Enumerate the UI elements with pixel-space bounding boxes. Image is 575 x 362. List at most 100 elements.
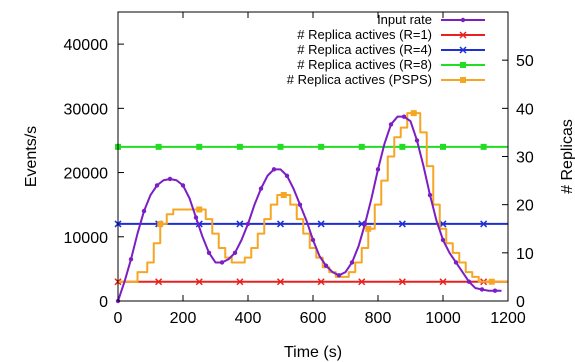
series-point xyxy=(180,183,186,188)
series-point xyxy=(492,288,498,293)
series-point xyxy=(195,278,203,286)
series-point xyxy=(196,206,203,213)
legend-label: # Replica actives (R=1) xyxy=(297,27,432,42)
series-point xyxy=(276,220,285,228)
y-left-tick-label: 10000 xyxy=(64,230,109,247)
y-left-tick-label: 0 xyxy=(99,294,108,311)
series-0 xyxy=(115,114,502,304)
x-tick-label: 1000 xyxy=(425,310,461,327)
series-line xyxy=(118,112,508,283)
y-right-tick-label: 40 xyxy=(516,101,534,118)
series-4 xyxy=(118,110,508,285)
series-point xyxy=(219,260,225,265)
legend-item: Input rate xyxy=(377,12,485,27)
y-left-tick-label: 30000 xyxy=(64,101,109,118)
series-point xyxy=(232,250,238,256)
series-point xyxy=(318,143,325,150)
series-point xyxy=(388,122,394,127)
series-point xyxy=(479,287,485,292)
series-point xyxy=(414,138,420,143)
legend-label: # Replica actives (PSPS) xyxy=(287,72,432,87)
x-tick-label: 200 xyxy=(170,310,197,327)
series-point xyxy=(488,278,495,285)
series-point xyxy=(128,257,134,262)
series-point xyxy=(336,273,342,278)
series-point xyxy=(440,237,446,243)
legend-item: # Replica actives (R=1) xyxy=(297,27,485,42)
legend-marker xyxy=(459,31,467,39)
series-point xyxy=(317,278,325,286)
y-left-axis-label: Events/s xyxy=(23,126,40,187)
series-point xyxy=(401,114,407,119)
plot-lines xyxy=(114,110,508,304)
y-right-tick-label: 50 xyxy=(516,53,534,70)
legend-label: # Replica actives (R=4) xyxy=(297,42,432,57)
series-point xyxy=(439,220,447,228)
series-point xyxy=(196,143,203,150)
y-right-tick-label: 10 xyxy=(516,246,534,263)
series-point xyxy=(236,220,244,228)
series-point xyxy=(398,220,406,228)
series-point xyxy=(236,278,244,286)
series-point xyxy=(258,186,264,191)
legend-marker xyxy=(460,17,466,23)
series-point xyxy=(310,237,316,243)
series-point xyxy=(453,260,459,265)
legend-item: # Replica actives (PSPS) xyxy=(287,72,485,87)
series-point xyxy=(410,110,417,117)
x-tick-label: 1200 xyxy=(490,310,526,327)
legend-marker xyxy=(459,46,467,54)
series-point xyxy=(276,278,285,286)
y-right-axis-label: # Replicas xyxy=(559,119,575,194)
series-point xyxy=(141,208,147,214)
legend-item: # Replica actives (R=4) xyxy=(297,42,485,57)
legend-label: Input rate xyxy=(377,12,432,27)
series-point xyxy=(193,215,199,220)
series-point xyxy=(439,278,447,286)
series-point xyxy=(427,192,433,198)
series-point xyxy=(154,183,160,188)
series-point xyxy=(271,167,277,172)
series-point xyxy=(317,220,325,228)
series-point xyxy=(365,225,372,232)
series-point xyxy=(358,278,366,286)
series-point xyxy=(155,143,162,150)
series-point xyxy=(323,263,329,268)
legend-label: # Replica actives (R=8) xyxy=(297,57,432,72)
legend: Input rate# Replica actives (R=1)# Repli… xyxy=(287,12,485,87)
series-point xyxy=(480,220,488,228)
y-right-tick-label: 0 xyxy=(516,294,525,311)
y-right-tick-label: 30 xyxy=(516,150,534,167)
series-point xyxy=(349,260,355,265)
series-point xyxy=(466,279,472,284)
series-point xyxy=(280,192,287,199)
series-point xyxy=(167,176,173,182)
series-point xyxy=(157,220,164,227)
series-point xyxy=(284,173,290,178)
series-point xyxy=(277,143,284,150)
x-tick-label: 0 xyxy=(114,310,123,327)
series-point xyxy=(155,278,163,286)
series-point xyxy=(297,202,303,207)
series-point xyxy=(375,167,381,172)
y-left-tick-label: 40000 xyxy=(64,37,109,54)
series-3 xyxy=(115,143,508,150)
x-tick-label: 800 xyxy=(365,310,392,327)
x-tick-label: 400 xyxy=(235,310,262,327)
series-point xyxy=(440,143,446,150)
series-point xyxy=(362,221,368,227)
series-point xyxy=(399,143,406,150)
series-point xyxy=(358,143,365,150)
series-point xyxy=(245,221,251,227)
x-tick-label: 600 xyxy=(300,310,327,327)
y-right-tick-label: 20 xyxy=(516,198,534,215)
series-point xyxy=(206,250,212,256)
series-1 xyxy=(114,278,508,286)
legend-marker xyxy=(460,77,466,83)
axes: 0 200 400 600 800 1000 12000100002000030000400… xyxy=(23,12,575,361)
legend-marker xyxy=(460,62,466,68)
series-2 xyxy=(114,220,508,228)
legend-item: # Replica actives (R=8) xyxy=(297,57,485,72)
